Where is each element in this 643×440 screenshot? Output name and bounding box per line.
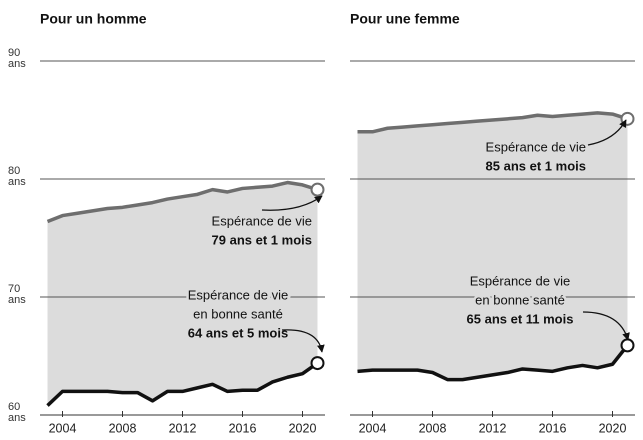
y-tick-label: 80 ans <box>8 165 26 188</box>
gap-band <box>357 112 628 380</box>
x-tick-label: 2012 <box>479 421 507 435</box>
annotation-text: Espérance de vie <box>188 287 288 302</box>
x-tick-label: 2012 <box>169 421 197 435</box>
annotation-value: 85 ans et 1 mois <box>486 158 586 173</box>
series-line <box>46 180 319 224</box>
x-tick-label: 2020 <box>289 421 317 435</box>
series-line <box>357 111 629 134</box>
y-tick-label: 90 ans <box>8 47 26 70</box>
end-point <box>620 338 635 353</box>
annotation-text: en bonne santé <box>193 306 283 321</box>
series-line <box>46 361 319 407</box>
x-tick-label: 2004 <box>359 421 387 435</box>
annotation-value: 65 ans et 11 mois <box>467 311 574 326</box>
annotation-arrow <box>261 195 323 211</box>
annotation-text: Espérance de vie <box>486 139 586 154</box>
y-tick-label: 60 ans <box>8 401 26 424</box>
gap-band <box>47 182 318 406</box>
y-tick-label: 70 ans <box>8 283 26 306</box>
x-tick-label: 2020 <box>599 421 627 435</box>
annotation-value: 64 ans et 5 mois <box>188 325 288 340</box>
x-tick-label: 2008 <box>109 421 137 435</box>
annotation-value: 79 ans et 1 mois <box>212 232 312 247</box>
annotation-arrow <box>582 311 630 341</box>
end-point <box>310 356 325 371</box>
series-line <box>357 344 629 382</box>
x-tick-label: 2016 <box>539 421 567 435</box>
annotation-arrow <box>281 329 325 353</box>
annotation-text: en bonne santé <box>475 292 565 307</box>
panel-title: Pour un homme <box>40 11 147 27</box>
panel-title: Pour une femme <box>350 11 460 27</box>
annotation-text: Espérance de vie <box>212 213 312 228</box>
x-tick-label: 2004 <box>49 421 77 435</box>
x-tick-label: 2016 <box>229 421 257 435</box>
annotation-arrow <box>587 119 627 146</box>
annotation-text: Espérance de vie <box>470 273 570 288</box>
end-point <box>310 182 325 197</box>
x-tick-label: 2008 <box>419 421 447 435</box>
end-point <box>620 111 635 126</box>
